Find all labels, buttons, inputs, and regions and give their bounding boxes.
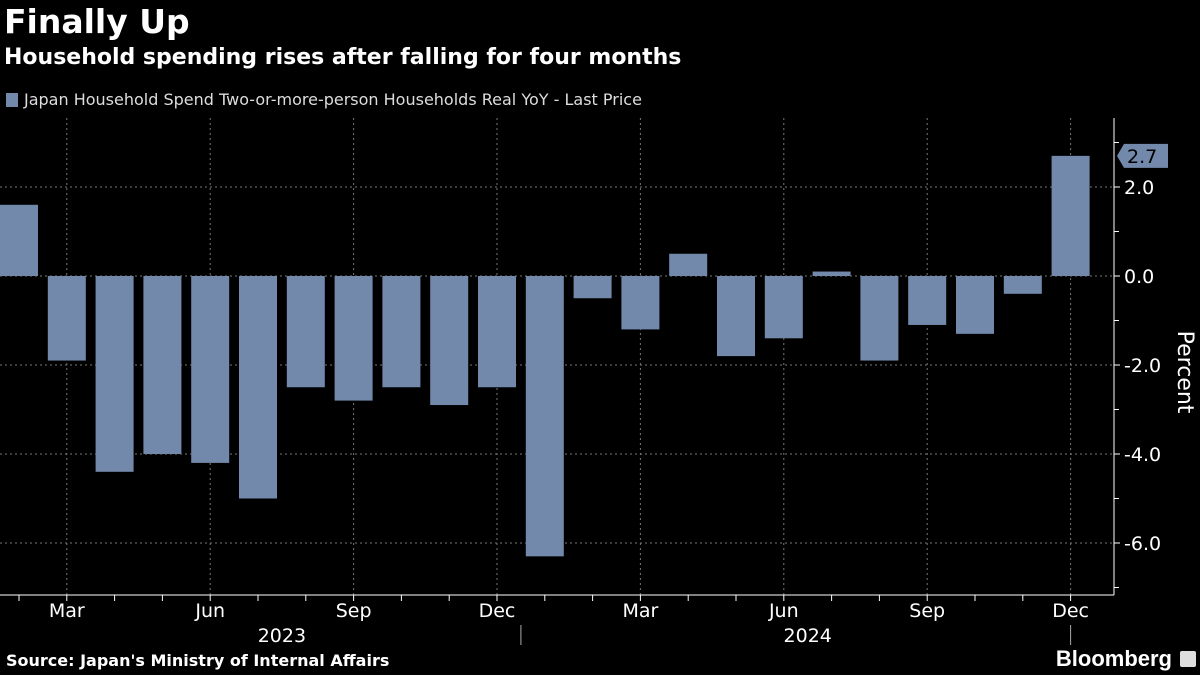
- last-value-marker: [1117, 143, 1168, 168]
- bar: [0, 204, 38, 276]
- bar: [956, 276, 994, 334]
- bar: [717, 276, 755, 357]
- y-tick-label: 0.0: [1124, 266, 1154, 288]
- bar: [286, 276, 325, 388]
- bar: [143, 276, 182, 454]
- bar: [430, 276, 469, 406]
- bar: [478, 276, 516, 388]
- last-value-label: 2.7: [1127, 146, 1157, 168]
- bar: [812, 271, 851, 276]
- bloomberg-logo: Bloomberg: [1055, 646, 1172, 671]
- bar: [764, 276, 803, 339]
- x-tick-label: Jun: [194, 600, 225, 622]
- y-tick-label: -6.0: [1124, 533, 1161, 555]
- bar: [908, 276, 947, 325]
- source-note: Source: Japan's Ministry of Internal Aff…: [6, 651, 390, 670]
- chart-title: Finally Up: [4, 2, 190, 41]
- chart-subtitle: Household spending rises after falling f…: [4, 45, 682, 70]
- bar: [525, 276, 564, 557]
- bar: [334, 276, 373, 401]
- x-tick-label: Jun: [768, 600, 799, 622]
- bar: [95, 276, 134, 472]
- bar: [573, 276, 612, 299]
- year-label: 2024: [784, 625, 832, 647]
- bar: [382, 276, 421, 388]
- bar: [239, 276, 277, 499]
- legend: Japan Household Spend Two-or-more-person…: [6, 90, 642, 109]
- legend-label: Japan Household Spend Two-or-more-person…: [24, 90, 642, 109]
- x-tick-label: Mar: [622, 600, 658, 622]
- bloomberg-chart-icon: [1180, 651, 1196, 667]
- y-tick-label: -2.0: [1124, 355, 1161, 377]
- bar: [1003, 276, 1042, 294]
- bar: [1051, 155, 1090, 276]
- legend-swatch: [6, 92, 18, 107]
- y-tick-label: 2.0: [1124, 177, 1154, 199]
- bar: [191, 276, 230, 463]
- y-tick-label: -4.0: [1124, 444, 1161, 466]
- year-label: 2023: [258, 625, 306, 647]
- bar: [669, 253, 708, 276]
- x-tick-label: Sep: [336, 600, 372, 622]
- x-tick-label: Dec: [479, 600, 516, 622]
- x-tick-label: Sep: [909, 600, 945, 622]
- x-tick-label: Mar: [49, 600, 85, 622]
- bar: [47, 276, 86, 361]
- x-tick-label: Dec: [1052, 600, 1089, 622]
- y-axis-title: Percent: [1172, 331, 1197, 414]
- bar: [860, 276, 899, 361]
- bar: [621, 276, 660, 330]
